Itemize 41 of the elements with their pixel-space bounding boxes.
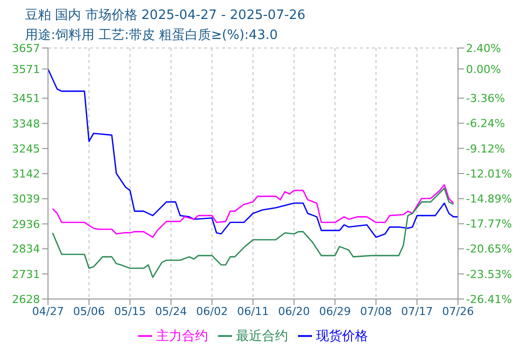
legend-label: 最近合约 [236,329,288,344]
chart-title: 豆粕 国内 市场价格 2025-04-27 - 2025-07-26 [25,8,306,23]
x-tick-label: 07/26 [442,304,474,318]
y2-tick-label: -20.65% [466,242,512,256]
y2-tick-label: -17.77% [466,218,512,231]
y2-tick-label: -12.01% [466,167,512,180]
y-tick-label: 2628 [12,292,40,306]
legend-label: 主力合约 [156,329,208,344]
x-tick-label: 05/24 [155,304,187,318]
y2-tick-label: 0.00% [466,62,501,76]
y-tick-label: 3142 [12,168,40,181]
y-tick-label: 3451 [12,92,40,106]
y2-tick-label: -9.12% [466,142,505,156]
x-tick-label: 07/17 [401,304,433,318]
y-tick-label: 2731 [12,268,40,281]
x-tick-label: 07/08 [360,304,392,318]
y-tick-label: 3245 [12,142,40,156]
y2-tick-label: -14.89% [466,192,512,206]
y-tick-label: 3039 [12,192,40,206]
x-tick-label: 06/20 [278,304,310,318]
y-tick-label: 2834 [12,242,40,256]
y2-tick-label: -6.24% [466,117,505,130]
y2-tick-label: 2.40% [466,42,501,55]
y-tick-label: 3571 [12,62,40,76]
y-tick-label: 2936 [12,218,40,231]
legend-label: 现货价格 [316,329,368,344]
x-tick-label: 05/15 [114,304,146,318]
x-tick-label: 06/29 [319,304,351,318]
line-series [52,188,454,278]
chart-subtitle: 用途:饲料用 工艺:带皮 粗蛋白质≥(%):43.0 [25,28,278,43]
y-tick-label: 3657 [12,42,40,55]
x-tick-label: 06/02 [196,304,228,318]
x-tick-label: 05/06 [73,304,105,318]
y-tick-label: 3348 [12,117,40,130]
x-tick-label: 06/11 [237,304,269,318]
line-series [48,68,458,238]
line-series [52,184,454,238]
y2-tick-label: -23.53% [466,268,512,281]
y2-tick-label: -3.36% [466,92,505,106]
y2-tick-label: -26.41% [466,292,512,306]
x-tick-label: 04/27 [32,304,64,318]
